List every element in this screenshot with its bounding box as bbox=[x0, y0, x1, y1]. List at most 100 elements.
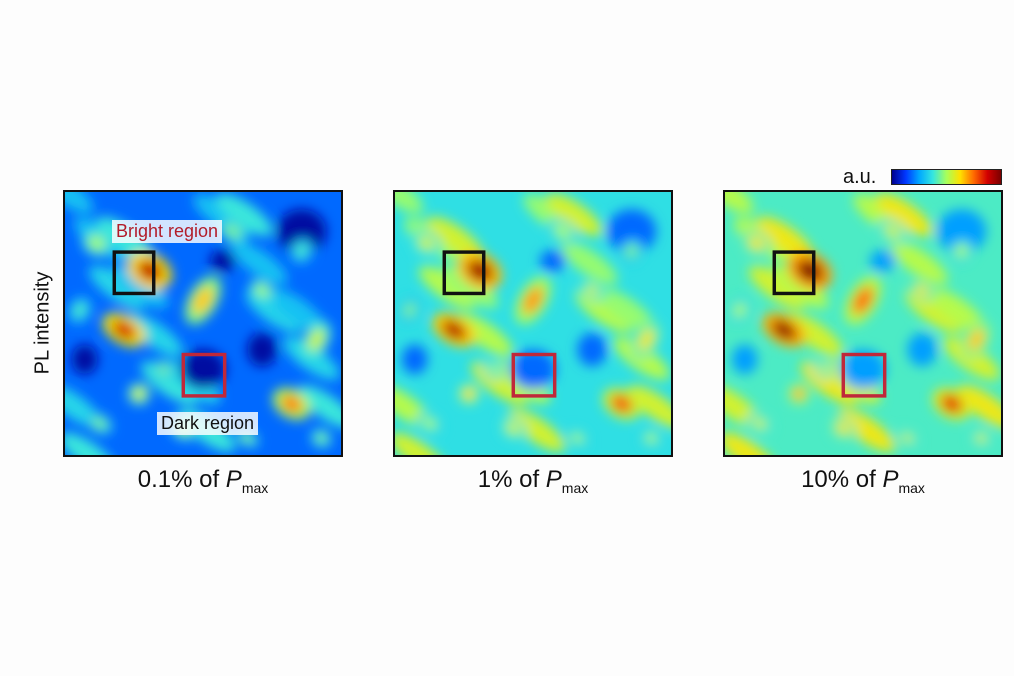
heatmap-hot-spot bbox=[418, 235, 436, 251]
heatmap-hot-spot bbox=[132, 387, 146, 401]
heatmap-hot-spot bbox=[462, 387, 476, 401]
heatmap-hot-spot bbox=[637, 329, 655, 351]
heatmap-dark-patch bbox=[401, 344, 428, 375]
heatmap-2 bbox=[395, 192, 671, 455]
heatmap-hot-spot bbox=[975, 432, 988, 444]
heatmap-streak bbox=[65, 192, 94, 214]
heatmap-hot-spot bbox=[967, 329, 985, 351]
caption-subscript: max bbox=[898, 480, 925, 496]
heatmap-3 bbox=[725, 192, 1001, 455]
heatmap-streak bbox=[65, 384, 102, 428]
heatmap-streak bbox=[126, 313, 183, 357]
heatmap-streak bbox=[426, 216, 484, 260]
heatmap-dark-patch bbox=[869, 250, 896, 272]
heatmap-streak bbox=[786, 313, 843, 357]
heatmap-hot-spot bbox=[403, 302, 417, 318]
bright-region-box bbox=[772, 250, 816, 296]
heatmap-hot-spot bbox=[315, 432, 328, 444]
heatmap-hot-spot bbox=[570, 433, 584, 444]
heatmap-hot-spot bbox=[254, 284, 270, 297]
heatmap-hot-spot bbox=[733, 302, 747, 318]
heatmap-streak bbox=[725, 384, 762, 428]
heatmap-hot-spot bbox=[157, 363, 170, 375]
heatmap-dark-patch bbox=[731, 344, 758, 375]
dark-region-label: Dark region bbox=[157, 412, 259, 435]
heatmap-streak bbox=[748, 266, 806, 310]
caption-prefix: 0.1% of bbox=[137, 466, 226, 493]
heatmap-hot-spot bbox=[137, 260, 163, 282]
caption-symbol: P bbox=[545, 466, 562, 493]
heatmap-hot-spot bbox=[883, 224, 902, 239]
heatmap-hot-spot bbox=[307, 329, 325, 351]
heatmap-streak bbox=[838, 408, 896, 452]
heatmap-streak bbox=[230, 241, 288, 285]
heatmap-streak bbox=[560, 241, 618, 285]
caption-symbol: P bbox=[225, 466, 242, 493]
heatmap-hot-spot bbox=[73, 302, 87, 318]
colorbar bbox=[891, 169, 1002, 185]
heatmap-hot-spot bbox=[914, 284, 930, 297]
heatmap-streak bbox=[268, 288, 325, 332]
heatmap-panel-3 bbox=[723, 190, 1003, 457]
dark-region-box bbox=[511, 352, 557, 398]
heatmap-hot-spot bbox=[940, 394, 963, 413]
dark-region-box bbox=[181, 352, 227, 398]
heatmap-hot-spot bbox=[955, 244, 969, 258]
heatmap-hot-spot bbox=[625, 244, 639, 258]
heatmap-dark-patch bbox=[577, 332, 607, 367]
heatmap-streak bbox=[297, 385, 341, 429]
heatmap-hot-spot bbox=[280, 394, 303, 413]
heatmap-dark-patch bbox=[907, 332, 937, 367]
heatmap-hot-spot bbox=[610, 394, 633, 413]
caption-subscript: max bbox=[561, 480, 589, 496]
heatmap-streak bbox=[418, 266, 476, 310]
heatmap-hot-spot bbox=[92, 417, 107, 430]
heatmap-streak bbox=[876, 193, 933, 237]
heatmap-streak bbox=[216, 193, 273, 237]
heatmap-streak bbox=[441, 265, 499, 309]
heatmap-hot-spot bbox=[522, 286, 544, 314]
colorbar-label: a.u. bbox=[843, 166, 877, 188]
heatmap-dark-patch bbox=[180, 349, 226, 390]
heatmap-hot-spot bbox=[584, 284, 600, 297]
heatmap-streak bbox=[508, 408, 566, 452]
heatmap-hot-spot bbox=[645, 432, 658, 444]
heatmap-streak bbox=[546, 193, 603, 237]
heatmap-hot-spot bbox=[748, 235, 766, 251]
heatmap-streak bbox=[395, 384, 432, 428]
caption-prefix: 1% of bbox=[477, 466, 546, 493]
heatmap-hot-spot bbox=[487, 363, 500, 375]
y-axis-label: PL intensity bbox=[31, 271, 54, 375]
heatmap-hot-spot bbox=[797, 260, 823, 282]
heatmap-hot-spot bbox=[88, 235, 106, 251]
heatmap-streak bbox=[245, 289, 303, 333]
heatmap-streak bbox=[456, 313, 513, 357]
bright-region-label: Bright region bbox=[112, 220, 223, 243]
caption-prefix: 10% of bbox=[801, 466, 883, 493]
heatmap-streak bbox=[725, 192, 754, 214]
heatmap-dark-patch bbox=[936, 209, 987, 254]
heatmap-hot-spot bbox=[792, 387, 806, 401]
heatmap-dark-patch bbox=[71, 344, 98, 375]
heatmap-streak bbox=[771, 265, 829, 309]
heatmap-streak bbox=[395, 192, 424, 214]
heatmap-streak bbox=[88, 266, 146, 310]
heatmap-hot-spot bbox=[553, 224, 572, 239]
heatmap-hot-spot bbox=[752, 417, 767, 430]
heatmap-streak bbox=[957, 385, 1001, 429]
heatmap-streak bbox=[756, 216, 814, 260]
heatmap-hot-spot bbox=[505, 421, 521, 436]
panel-caption-2: 1% of Pmax bbox=[393, 466, 673, 496]
heatmap-streak bbox=[627, 385, 671, 429]
heatmap-dark-patch bbox=[209, 250, 236, 272]
heatmap-dark-patch bbox=[840, 349, 886, 390]
heatmap-streak bbox=[111, 265, 169, 309]
heatmap-hot-spot bbox=[852, 286, 874, 314]
caption-subscript: max bbox=[241, 480, 269, 496]
heatmap-streak bbox=[575, 289, 633, 333]
heatmap-streak bbox=[395, 432, 446, 455]
heatmap-streak bbox=[65, 432, 116, 455]
caption-symbol: P bbox=[882, 466, 899, 493]
heatmap-streak bbox=[725, 432, 776, 455]
heatmap-hot-spot bbox=[240, 433, 254, 444]
